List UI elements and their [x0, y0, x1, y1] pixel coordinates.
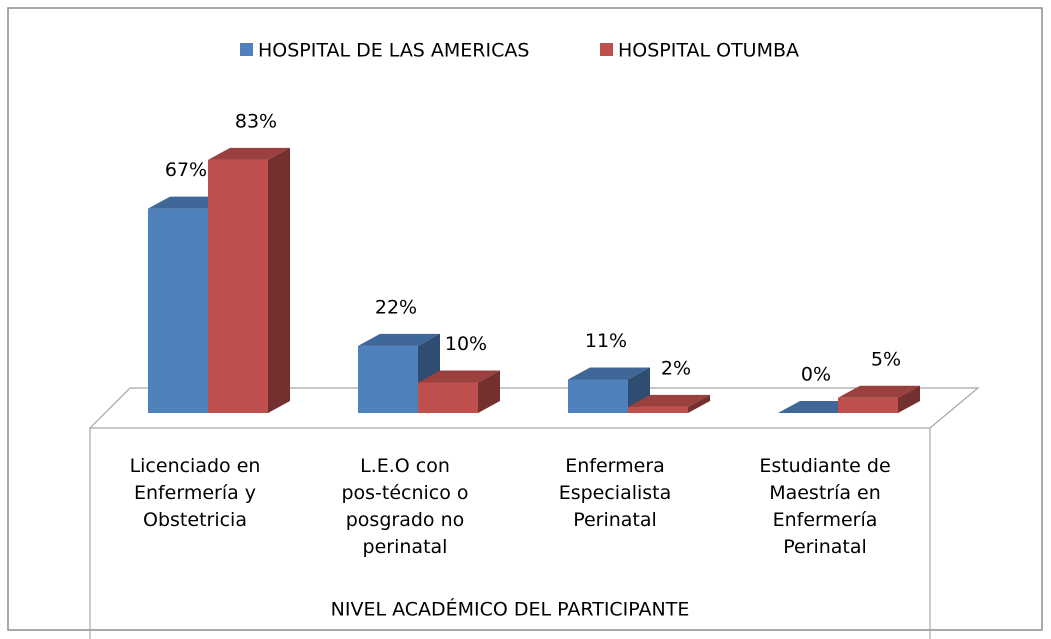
bar: [208, 147, 290, 413]
bar-face: [418, 370, 500, 383]
data-label: 11%: [585, 330, 627, 352]
x-tick-label: Enfermera Especialista Perinatal: [559, 455, 672, 531]
data-label: 67%: [165, 159, 207, 181]
bar-face: [208, 159, 268, 413]
bar-face: [628, 394, 710, 407]
bar-face: [688, 394, 710, 413]
legend-swatch: [600, 43, 613, 56]
bar-face: [568, 367, 650, 380]
data-label: 83%: [235, 110, 277, 132]
bar-face: [478, 370, 500, 413]
legend-label: HOSPITAL OTUMBA: [618, 40, 799, 62]
bar: [628, 394, 710, 413]
bar: [838, 385, 920, 413]
data-label: 5%: [871, 348, 901, 370]
x-tick-label: L.E.O con pos-técnico o posgrado no perinat…: [341, 455, 468, 558]
bar-face: [898, 385, 920, 413]
bar: [418, 370, 500, 413]
bar-face: [358, 345, 418, 413]
data-label: 2%: [661, 357, 691, 379]
x-axis-title: NIVEL ACADÉMICO DEL PARTICIPANTE: [331, 598, 690, 621]
legend-label: HOSPITAL DE LAS AMERICAS: [258, 40, 529, 62]
bar-face: [838, 385, 920, 398]
legend-swatch: [240, 43, 253, 56]
bar-face: [208, 147, 290, 160]
bar-face: [358, 333, 440, 346]
x-tick-label: Estudiante de Maestría en Enfermería Perina…: [759, 455, 890, 558]
data-label: 10%: [445, 333, 487, 355]
bar-face: [268, 147, 290, 413]
x-tick-label: Licenciado en Enfermería y Obstetricia: [130, 455, 261, 531]
bar-face: [838, 397, 898, 413]
data-label: 22%: [375, 296, 417, 318]
bar-face: [628, 406, 688, 413]
data-label: 0%: [801, 364, 831, 386]
bar-face: [418, 382, 478, 413]
bar-face: [148, 208, 208, 413]
bar-face: [568, 379, 628, 413]
